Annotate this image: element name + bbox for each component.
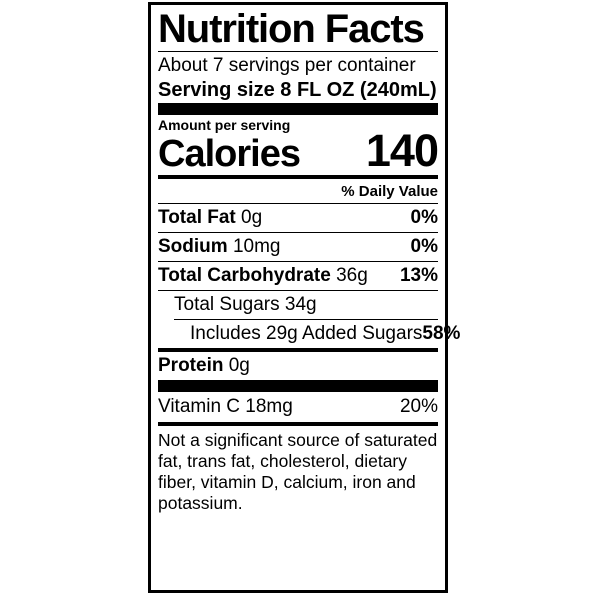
calories-label: Calories xyxy=(158,133,301,175)
calories-value: 140 xyxy=(365,125,439,176)
total-carb-label: Total Carbohydrate xyxy=(158,265,331,286)
total-fat-text: Total Fat 0g xyxy=(158,205,262,231)
protein-label: Protein xyxy=(158,355,224,376)
vitamin-c-divider xyxy=(158,422,438,426)
thick-divider-bottom xyxy=(158,380,438,392)
servings-per-container: About 7 servings per container xyxy=(158,55,416,76)
total-fat-dv: 0% xyxy=(410,207,438,228)
footnote-text: Not a significant source of saturated fa… xyxy=(158,430,438,513)
total-fat-divider xyxy=(158,232,438,233)
added-sugars-divider xyxy=(158,348,438,352)
nutrient-row-total-fat: Total Fat 0g 0% xyxy=(158,204,438,232)
nutrient-row-total-carbohydrate: Total Carbohydrate 36g 13% xyxy=(158,262,438,290)
vitamin-c-dv: 20% xyxy=(399,396,438,417)
total-carb-divider xyxy=(158,290,438,291)
sodium-text: Sodium 10mg xyxy=(158,234,280,260)
nutrient-row-total-sugars: Total Sugars 34g xyxy=(158,291,438,319)
vitamin-c-label: Vitamin C 18mg xyxy=(158,396,293,417)
added-sugars-label: Includes 29g Added Sugars xyxy=(190,323,423,344)
sodium-amount: 10mg xyxy=(232,236,281,257)
sodium-dv: 0% xyxy=(410,236,438,257)
daily-value-header: % Daily Value xyxy=(341,183,438,200)
nutrition-facts-panel: Nutrition Facts About 7 servings per con… xyxy=(148,2,460,593)
page-title: Nutrition Facts xyxy=(158,7,425,51)
total-carb-text: Total Carbohydrate 36g xyxy=(158,263,368,289)
nutrient-row-vitamin-c: Vitamin C 18mg 20% xyxy=(158,392,438,422)
amount-per-serving-label: Amount per serving xyxy=(158,117,291,133)
serving-size: Serving size 8 FL OZ (240mL) xyxy=(158,79,437,101)
title-divider xyxy=(158,51,438,52)
nutrient-row-added-sugars: Includes 29g Added Sugars 58% xyxy=(158,320,460,348)
protein-text: Protein 0g xyxy=(158,353,250,379)
total-carb-amount: 36g xyxy=(336,265,368,286)
calories-row: Calories 140 xyxy=(158,125,439,176)
daily-value-divider xyxy=(158,203,438,204)
sodium-label: Sodium xyxy=(158,236,228,257)
calories-divider xyxy=(158,175,438,179)
protein-amount: 0g xyxy=(228,355,250,376)
total-sugars-divider xyxy=(174,319,438,320)
sodium-divider xyxy=(158,261,438,262)
added-sugars-dv: 58% xyxy=(422,323,461,344)
thick-divider-top xyxy=(158,103,438,115)
nutrient-row-sodium: Sodium 10mg 0% xyxy=(158,233,438,261)
total-fat-label: Total Fat xyxy=(158,207,236,228)
total-carb-dv: 13% xyxy=(399,265,438,286)
nutrient-row-protein: Protein 0g xyxy=(158,352,438,380)
total-fat-amount: 0g xyxy=(241,207,263,228)
total-sugars-label: Total Sugars 34g xyxy=(174,294,317,315)
